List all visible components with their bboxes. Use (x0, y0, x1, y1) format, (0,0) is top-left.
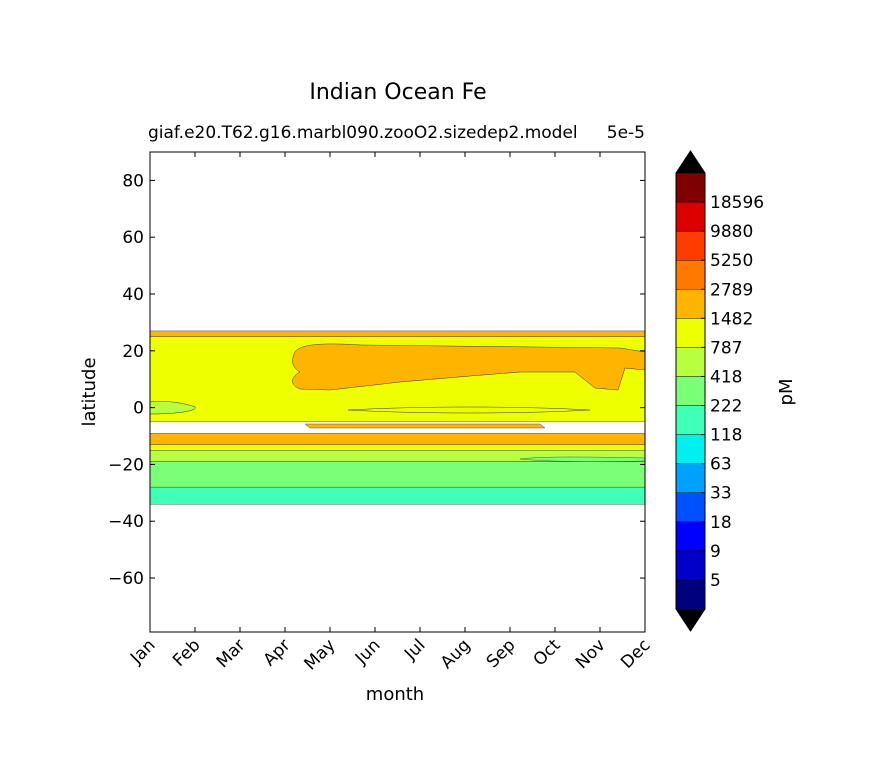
colorbar-label: pM (776, 379, 797, 406)
colorbar-segment (675, 405, 706, 435)
chart-title: Indian Ocean Fe (309, 80, 486, 105)
contour-lobe-north (292, 343, 646, 391)
colorbar-segment (675, 376, 706, 406)
y-tick-label: 0 (133, 399, 144, 419)
colorbar-outline (675, 150, 706, 632)
y-axis-label: latitude (79, 357, 100, 426)
x-tick-label: Jul (400, 635, 429, 664)
x-tick-label: Sep (483, 635, 520, 672)
colorbar-tick-label: 33 (710, 484, 732, 504)
colorbar-segment (675, 347, 706, 377)
colorbar-tick-label: 118 (710, 426, 742, 446)
colorbar-tick-label: 5 (710, 571, 721, 591)
colorbar-tick-label: 787 (710, 338, 742, 358)
x-tick-label: Apr (260, 635, 295, 670)
colorbar-extend-max (676, 151, 705, 173)
y-tick-label: 40 (122, 285, 144, 305)
x-tick-label: Nov (572, 635, 610, 673)
colorbar-tick-label: 418 (710, 367, 742, 387)
x-tick-label: Jun (351, 635, 385, 669)
colorbar-segment (675, 463, 706, 493)
colorbar: 5 9 18 33 63 118 222 418 787 1482 2789 5250 9880 1859… (675, 150, 764, 632)
contour-sliver (347, 406, 591, 414)
colorbar-segment (675, 550, 706, 581)
colorbar-tick-label: 1482 (710, 309, 753, 329)
colorbar-segment (675, 579, 706, 610)
colorbar-tick-label: 5250 (710, 251, 753, 271)
plot-frame (149, 151, 646, 633)
contour-lobe-equator (149, 401, 196, 415)
y-tick-label: 60 (122, 228, 144, 248)
y-axis: 80 60 40 20 0 −20 −40 −60 (108, 171, 645, 589)
colorbar-segment (675, 289, 706, 319)
contour-band-3 (149, 432, 646, 445)
colorbar-segment (675, 201, 706, 232)
chart-subtitle-left: giaf.e20.T62.g16.marbl090.zooO2.sizedep2… (148, 123, 578, 143)
colorbar-segment (675, 434, 706, 464)
y-tick-label: −20 (108, 455, 144, 475)
x-tick-label: Oct (530, 635, 565, 670)
contour-lobe-south (304, 423, 546, 429)
x-tick-label: Feb (169, 635, 204, 670)
x-tick-label: Dec (617, 635, 654, 672)
colorbar-segment (675, 230, 706, 261)
colorbar-segment (675, 172, 706, 203)
colorbar-tick-label: 2789 (710, 280, 753, 300)
contour-band-4 (149, 444, 646, 451)
plot-area (149, 151, 646, 633)
x-axis-label: month (366, 684, 424, 705)
colorbar-extend-min (676, 609, 705, 631)
y-tick-label: −40 (108, 512, 144, 532)
colorbar-segment (675, 318, 706, 348)
y-tick-label: 20 (122, 342, 144, 362)
x-tick-label: Aug (437, 635, 475, 673)
colorbar-tick-label: 9 (710, 542, 721, 562)
colorbar-segment (675, 521, 706, 552)
colorbar-segment (675, 260, 706, 290)
colorbar-tick-label: 63 (710, 455, 732, 475)
y-tick-label: −60 (108, 569, 144, 589)
x-tick-label: Jan (126, 635, 159, 668)
x-tick-label: May (301, 635, 340, 674)
chart-subtitle-right: 5e-5 (607, 123, 645, 143)
contour-band-0 (149, 330, 646, 337)
contour-band-7 (149, 486, 646, 505)
y-tick-label: 80 (122, 171, 144, 191)
colorbar-tick-label: 9880 (710, 222, 753, 242)
contour-band-6 (149, 461, 646, 488)
colorbar-tick-label: 18596 (710, 193, 764, 213)
colorbar-segment (675, 492, 706, 523)
colorbar-tick-label: 222 (710, 397, 742, 417)
colorbar-tick-label: 18 (710, 513, 732, 533)
x-tick-label: Mar (213, 635, 250, 672)
